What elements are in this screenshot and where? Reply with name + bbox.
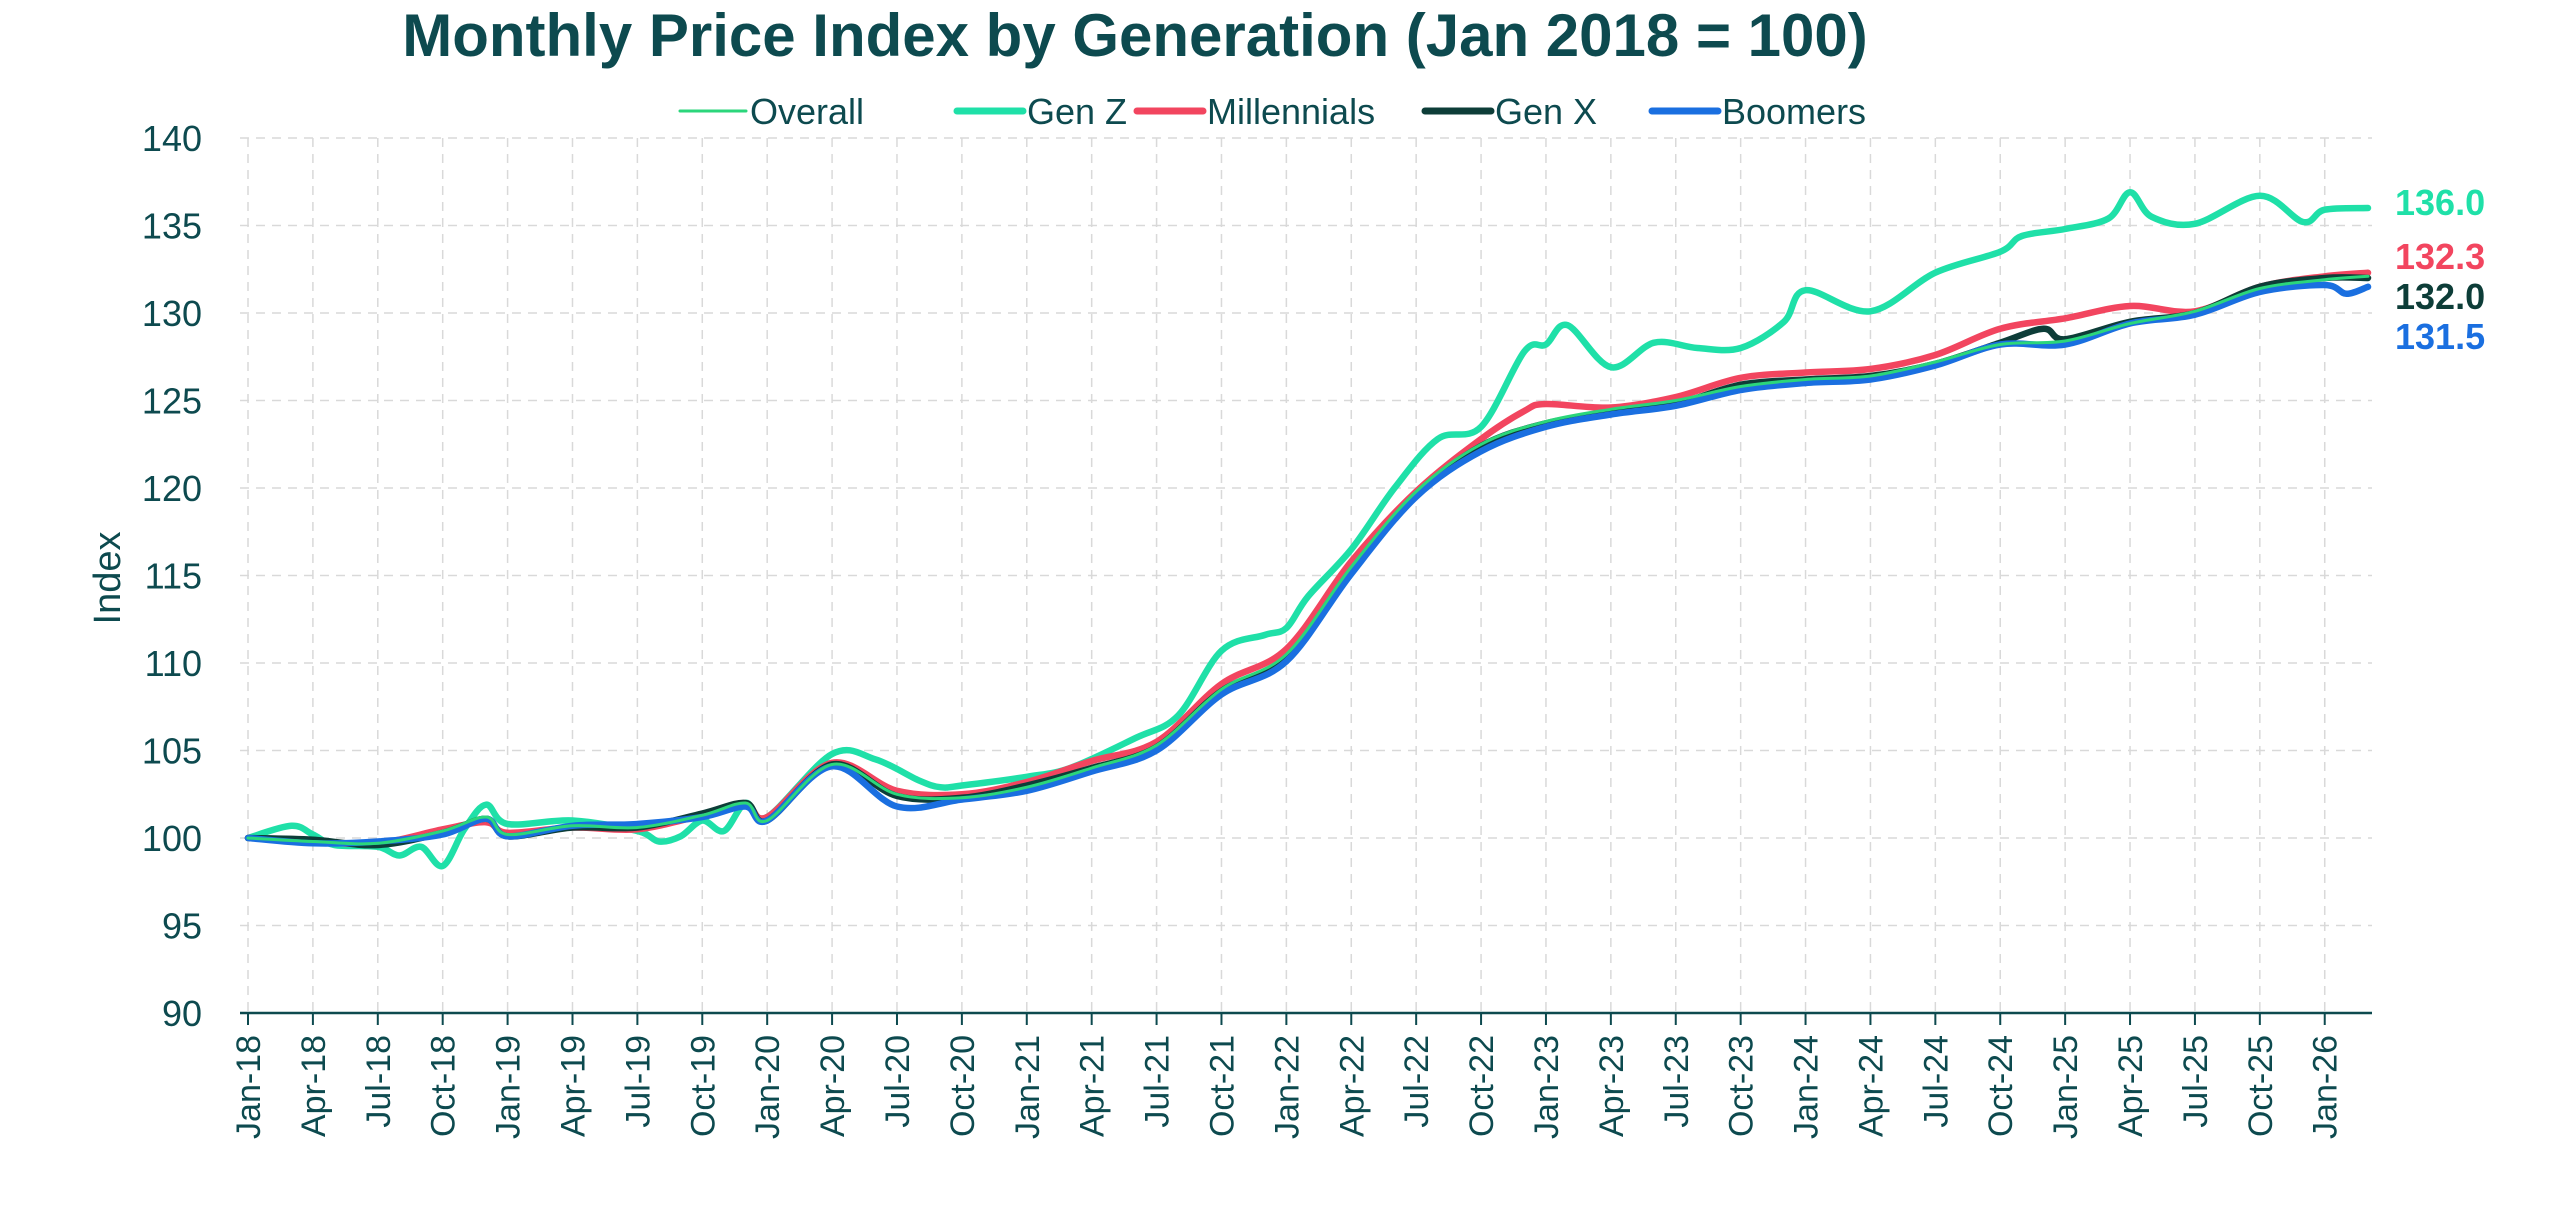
x-tick-label: Jan-19 bbox=[490, 1035, 528, 1139]
y-tick-label: 95 bbox=[162, 906, 202, 947]
series-lines bbox=[244, 188, 2372, 870]
x-tick-label: Jan-22 bbox=[1268, 1035, 1306, 1139]
series-line-gen-x bbox=[244, 274, 2372, 849]
end-label-value: 131.5 bbox=[2395, 316, 2485, 357]
end-label-value: 132.3 bbox=[2395, 236, 2485, 277]
end-label-value: 132.0 bbox=[2395, 276, 2485, 317]
x-tick-label: Jan-20 bbox=[749, 1035, 787, 1139]
x-tick-label: Jul-25 bbox=[2177, 1035, 2215, 1128]
x-tick-label: Jan-23 bbox=[1528, 1035, 1566, 1139]
x-tick-label: Jul-20 bbox=[879, 1035, 917, 1128]
series-line-overall bbox=[246, 274, 2370, 846]
legend: Overall Gen Z Millennials Gen X Boomers bbox=[678, 91, 1866, 132]
x-tick-label: Apr-23 bbox=[1593, 1035, 1631, 1137]
y-tick-label: 125 bbox=[142, 381, 202, 422]
x-tick-label: Oct-21 bbox=[1203, 1035, 1241, 1137]
grid bbox=[240, 137, 2372, 1014]
x-tick-label: Jan-24 bbox=[1788, 1035, 1826, 1139]
x-tick-label: Oct-23 bbox=[1723, 1035, 1761, 1137]
x-tick-label: Jul-18 bbox=[360, 1035, 398, 1128]
x-tick-label: Oct-24 bbox=[1982, 1035, 2020, 1137]
y-tick-label: 135 bbox=[142, 206, 202, 247]
y-axis-ticks: 90 95 100 105 110 115 120 125 130 135 140 bbox=[142, 118, 202, 1034]
x-tick-label: Apr-20 bbox=[814, 1035, 852, 1137]
x-tick-label: Jul-22 bbox=[1398, 1035, 1436, 1128]
x-tick-label: Jul-21 bbox=[1139, 1035, 1177, 1128]
series-line-millennials bbox=[244, 269, 2372, 848]
x-tick-label: Apr-22 bbox=[1333, 1035, 1371, 1137]
legend-label: Gen X bbox=[1495, 91, 1597, 132]
legend-label: Overall bbox=[750, 91, 864, 132]
end-label-value: 136.0 bbox=[2395, 182, 2485, 223]
series-line-gen-z bbox=[244, 188, 2372, 870]
y-tick-label: 90 bbox=[162, 993, 202, 1034]
x-tick-label: Apr-25 bbox=[2112, 1035, 2150, 1137]
legend-label: Millennials bbox=[1207, 91, 1375, 132]
y-tick-label: 120 bbox=[142, 468, 202, 509]
x-tick-label: Jan-18 bbox=[230, 1035, 268, 1139]
y-tick-label: 100 bbox=[142, 818, 202, 859]
x-tick-label: Oct-22 bbox=[1463, 1035, 1501, 1137]
x-tick-label: Jan-21 bbox=[1009, 1035, 1047, 1139]
x-tick-label: Oct-19 bbox=[684, 1035, 722, 1137]
x-tick-label: Apr-24 bbox=[1852, 1035, 1890, 1137]
chart-title: Monthly Price Index by Generation (Jan 2… bbox=[402, 2, 1868, 69]
legend-label: Gen Z bbox=[1027, 91, 1127, 132]
x-axis-ticks: Jan-18 Apr-18 Jul-18 Oct-18 Jan-19 Apr-19 Jul-… bbox=[230, 1013, 2345, 1139]
y-tick-label: 110 bbox=[145, 643, 202, 684]
x-tick-label: Oct-18 bbox=[425, 1035, 463, 1137]
x-tick-label: Apr-18 bbox=[295, 1035, 333, 1137]
y-tick-label: 130 bbox=[142, 293, 202, 334]
y-tick-label: 115 bbox=[145, 556, 202, 597]
y-tick-label: 140 bbox=[142, 118, 202, 159]
x-tick-label: Jan-25 bbox=[2047, 1035, 2085, 1139]
x-tick-label: Jul-24 bbox=[1917, 1035, 1955, 1128]
x-tick-label: Apr-21 bbox=[1074, 1035, 1112, 1137]
x-tick-label: Apr-19 bbox=[554, 1035, 592, 1137]
y-tick-label: 105 bbox=[142, 731, 202, 772]
y-axis-label: Index bbox=[87, 532, 129, 625]
x-tick-label: Jul-23 bbox=[1658, 1035, 1696, 1128]
x-tick-label: Oct-25 bbox=[2242, 1035, 2280, 1137]
series-line-boomers bbox=[244, 281, 2372, 847]
legend-label: Boomers bbox=[1722, 91, 1866, 132]
x-tick-label: Oct-20 bbox=[944, 1035, 982, 1137]
x-tick-label: Jan-26 bbox=[2307, 1035, 2345, 1139]
x-tick-label: Jul-19 bbox=[619, 1035, 657, 1128]
